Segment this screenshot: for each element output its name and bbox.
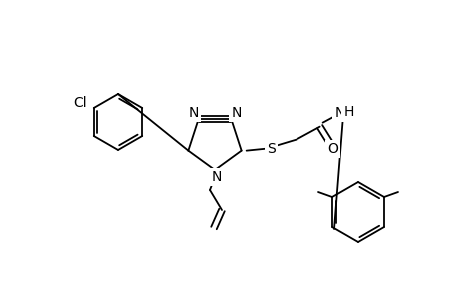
Text: N: N (211, 170, 222, 184)
Text: H: H (343, 105, 353, 119)
Text: O: O (326, 142, 337, 156)
Text: Cl: Cl (73, 96, 86, 110)
Text: N: N (334, 106, 344, 120)
Text: N: N (188, 106, 198, 120)
Text: N: N (231, 106, 241, 120)
Text: S: S (267, 142, 275, 156)
